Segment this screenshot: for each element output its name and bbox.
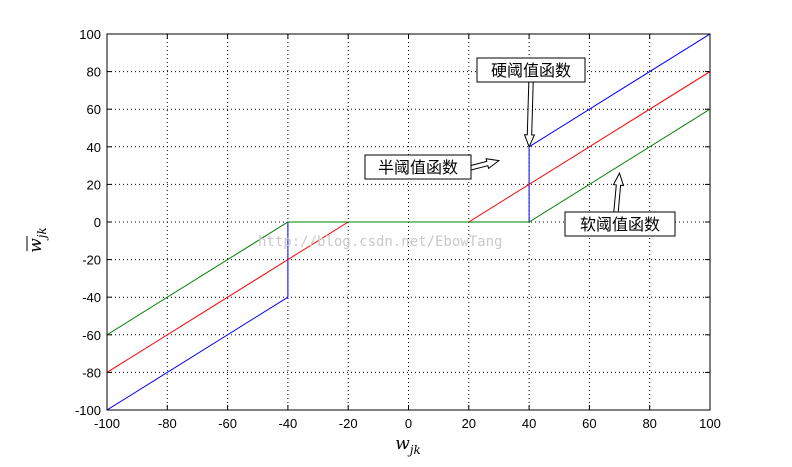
x-tick-label: 20 (462, 416, 476, 431)
y-tick-labels: -100 -80 -60 -40 -20 0 20 40 60 80 100 (75, 27, 101, 418)
series-group (107, 34, 710, 410)
x-tick-label: -80 (158, 416, 177, 431)
semi-threshold-annotation-box (364, 154, 472, 180)
x-tick-label: 100 (699, 416, 721, 431)
x-tick-label: 0 (405, 416, 412, 431)
plot-frame (106, 33, 711, 411)
y-tick-label: -20 (82, 253, 101, 268)
y-axis-label: wjk (26, 227, 49, 253)
x-tick-label: -40 (279, 416, 298, 431)
hard-threshold-annotation: 硬阈值函数 (476, 57, 586, 83)
y-tick-label: 100 (79, 27, 101, 42)
tick-marks (106, 33, 711, 411)
soft-threshold-annotation-box (564, 211, 676, 237)
x-axis-label: wjk (395, 434, 421, 457)
svg-text:wjk: wjk (26, 227, 49, 253)
y-tick-label: 60 (87, 102, 101, 117)
y-tick-label: -80 (82, 365, 101, 380)
series-soft-threshold-line (107, 108, 710, 336)
soft-threshold-arrow (612, 171, 625, 213)
x-tick-label: -60 (218, 416, 237, 431)
soft-threshold-annotation-text: 软阈值函数 (580, 216, 660, 234)
hard-threshold-arrow (523, 81, 536, 149)
y-tick-label: 20 (87, 177, 101, 192)
x-tick-label: 40 (522, 416, 536, 431)
hard-threshold-annotation-text: 硬阈值函数 (491, 62, 571, 80)
y-tick-label: -100 (75, 403, 101, 418)
semi-threshold-annotation: 半阈值函数 (364, 154, 472, 180)
x-tick-labels: -100 -80 -60 -40 -20 0 20 40 60 80 100 (94, 416, 721, 431)
hard-threshold-annotation-box (476, 57, 586, 83)
y-tick-label: -60 (82, 328, 101, 343)
y-tick-label: 80 (87, 65, 101, 80)
soft-threshold-annotation: 软阈值函数 (564, 211, 676, 237)
x-tick-label: 60 (582, 416, 596, 431)
y-tick-label: 0 (94, 215, 101, 230)
x-tick-label: -20 (339, 416, 358, 431)
y-tick-label: 40 (87, 140, 101, 155)
semi-threshold-arrow (468, 158, 501, 171)
watermark: http://blog.csdn.net/EbowTang (258, 234, 502, 250)
y-tick-label: -40 (82, 290, 101, 305)
x-tick-label: 80 (642, 416, 656, 431)
semi-threshold-annotation-text: 半阈值函数 (378, 159, 458, 177)
x-tick-label: -100 (94, 416, 120, 431)
